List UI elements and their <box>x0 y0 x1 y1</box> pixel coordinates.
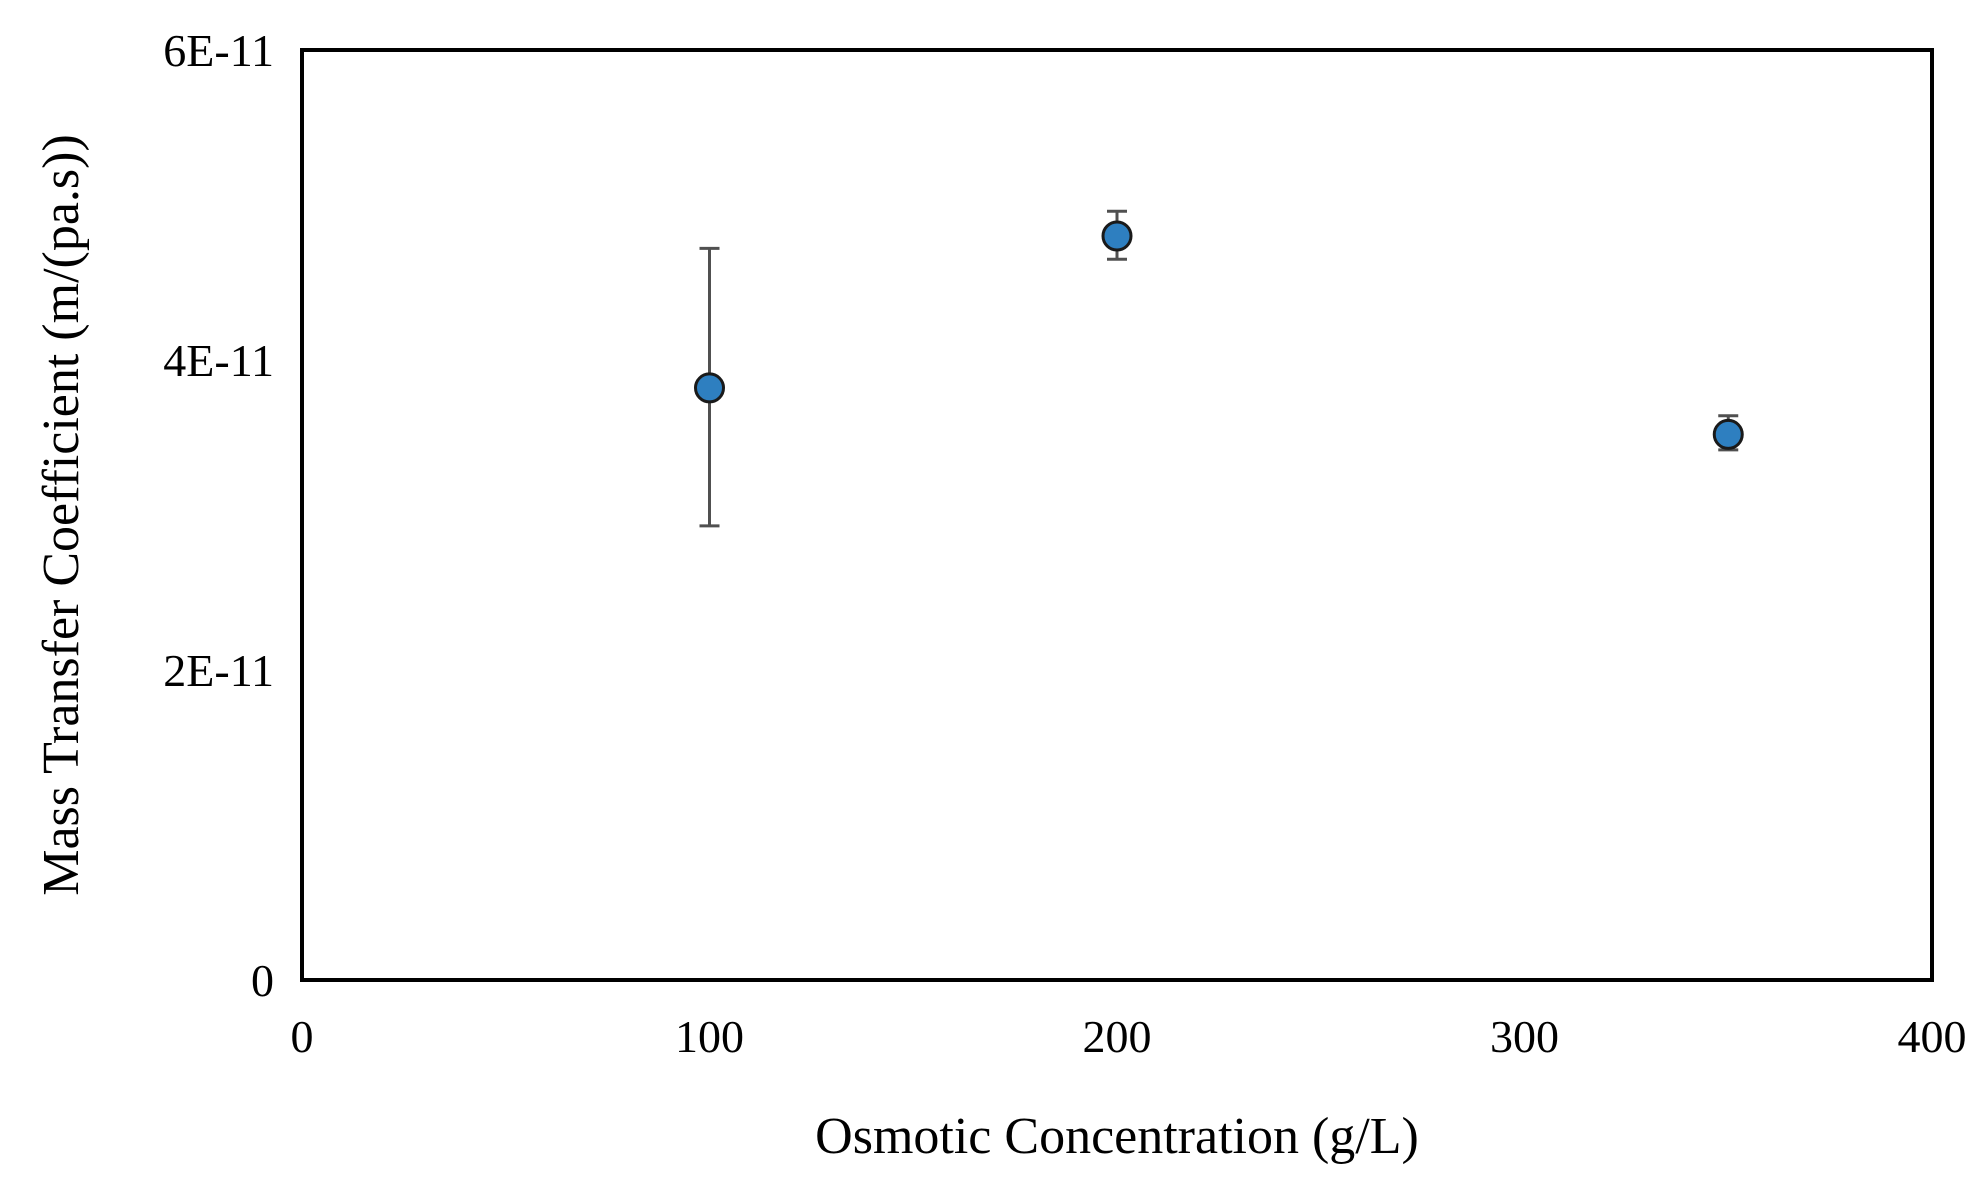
y-tick-label: 6E-11 <box>163 25 274 76</box>
y-tick-label: 0 <box>251 955 274 1006</box>
y-axis-title: Mass Transfer Coefficient (m/(pa.s)) <box>33 134 90 896</box>
data-point <box>1101 220 1133 252</box>
x-tick-labels: 0 100 200 300 400 <box>291 1011 1967 1062</box>
x-tick-label: 400 <box>1898 1011 1967 1062</box>
x-tick-label: 100 <box>675 1011 744 1062</box>
y-tick-label: 4E-11 <box>163 335 274 386</box>
x-tick-label: 200 <box>1083 1011 1152 1062</box>
x-tick-label: 300 <box>1490 1011 1559 1062</box>
x-tick-label: 0 <box>291 1011 314 1062</box>
data-point <box>1712 418 1744 450</box>
y-tick-label: 2E-11 <box>163 645 274 696</box>
data-point <box>694 372 725 404</box>
data-points <box>694 220 1744 450</box>
plot-area <box>300 48 1934 982</box>
x-axis-title: Osmotic Concentration (g/L) <box>815 1108 1419 1165</box>
y-tick-labels: 0 2E-11 4E-11 6E-11 <box>163 25 274 1006</box>
